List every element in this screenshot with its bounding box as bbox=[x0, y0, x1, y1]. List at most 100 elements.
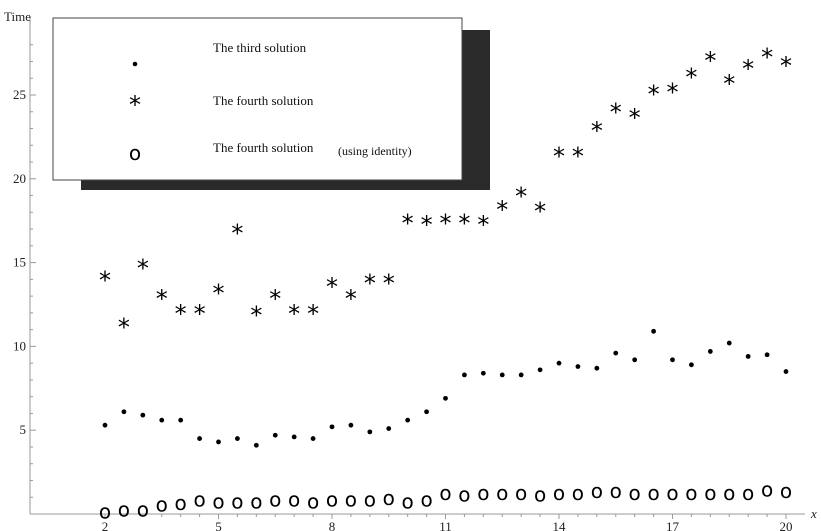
x-tick-label: 20 bbox=[780, 519, 793, 531]
data-point-dot bbox=[556, 360, 562, 366]
data-point-dot bbox=[235, 436, 240, 441]
data-point-o: o bbox=[250, 489, 262, 513]
data-point-dot bbox=[140, 412, 146, 418]
data-point-dot bbox=[216, 439, 221, 445]
series: ***** ****** ** ** ** * * * ** *** *** ** ***** * *o o o… bbox=[99, 43, 792, 523]
data-point-o: o bbox=[137, 498, 149, 522]
legend-entry-fourth-solution: The fourth solution bbox=[213, 93, 314, 108]
x-tick-label: 17 bbox=[666, 519, 680, 531]
data-point-star: * bbox=[364, 270, 376, 298]
data-point-dot bbox=[707, 349, 713, 354]
data-point-star: * bbox=[156, 285, 168, 313]
data-point-star: * bbox=[175, 300, 187, 328]
data-point-dot bbox=[310, 436, 316, 441]
data-point-dot bbox=[386, 426, 392, 431]
data-point-star: * bbox=[137, 255, 149, 283]
x-tick-label: 14 bbox=[553, 519, 567, 531]
data-point-dot bbox=[764, 352, 770, 358]
data-point-dot bbox=[272, 432, 278, 438]
y-tick-label: 20 bbox=[13, 171, 26, 186]
data-point-o: o bbox=[629, 481, 641, 505]
series-star: ***** ****** ** ** ** * * * ** *** *** ** ***** * * bbox=[99, 43, 792, 341]
data-point-o: o bbox=[761, 478, 773, 502]
y-tick-label: 25 bbox=[13, 87, 26, 102]
x-tick-label: 5 bbox=[215, 519, 222, 531]
y-axis-label: Time bbox=[4, 9, 31, 24]
data-point-star: * bbox=[345, 285, 357, 313]
data-point-star: * bbox=[231, 219, 243, 247]
x-tick-label: 11 bbox=[439, 519, 452, 531]
data-point-dot bbox=[329, 424, 335, 430]
data-point-star: * bbox=[288, 300, 300, 328]
data-point-dot bbox=[594, 365, 600, 371]
data-point-dot bbox=[537, 367, 543, 373]
data-point-o: o bbox=[99, 499, 111, 523]
data-point-o: o bbox=[610, 479, 622, 503]
data-point-star: * bbox=[629, 104, 641, 132]
data-point-o: o bbox=[666, 481, 678, 505]
data-point-dot bbox=[178, 417, 184, 423]
data-point-star: * bbox=[269, 285, 281, 313]
data-point-o: o bbox=[156, 493, 168, 517]
data-point-star: * bbox=[421, 211, 433, 239]
data-point-dot bbox=[689, 362, 694, 368]
data-point-star: * bbox=[704, 47, 716, 75]
legend-entry-third-solution: The third solution bbox=[213, 40, 307, 55]
data-point-dot bbox=[745, 354, 751, 359]
data-point-o: o bbox=[345, 488, 357, 512]
data-point-dot bbox=[291, 434, 297, 440]
data-point-o: o bbox=[477, 481, 489, 505]
data-point-o: o bbox=[458, 483, 470, 507]
data-point-star: * bbox=[572, 142, 584, 170]
data-point-o: o bbox=[515, 481, 527, 505]
data-point-o: o bbox=[591, 479, 603, 503]
data-point-star: * bbox=[213, 280, 225, 308]
y-tick-label: 15 bbox=[13, 255, 26, 270]
data-point-o: o bbox=[685, 481, 697, 505]
data-point-dot bbox=[499, 372, 505, 378]
data-point-star: * bbox=[440, 209, 452, 237]
data-point-star: * bbox=[515, 183, 527, 211]
data-point-dot bbox=[121, 409, 127, 415]
data-point-o: o bbox=[723, 481, 735, 505]
data-point-dot bbox=[632, 357, 638, 363]
data-point-star: * bbox=[553, 142, 565, 170]
data-point-star: * bbox=[780, 52, 792, 80]
data-point-star: * bbox=[250, 302, 262, 330]
data-point-star: * bbox=[534, 198, 546, 226]
data-point-dot bbox=[424, 409, 429, 415]
legend-box bbox=[52, 17, 463, 181]
data-point-o: o bbox=[704, 481, 716, 505]
data-point-dot bbox=[480, 370, 486, 376]
data-point-dot bbox=[462, 372, 467, 378]
data-point-dot bbox=[253, 442, 259, 448]
x-tick-label: 2 bbox=[102, 519, 109, 531]
legend: The third solution * The fourth solution… bbox=[52, 17, 490, 190]
data-point-star: * bbox=[99, 266, 111, 294]
data-point-star: * bbox=[194, 300, 206, 328]
x-tick-label: 8 bbox=[329, 519, 336, 531]
data-point-star: * bbox=[477, 211, 489, 239]
data-point-dot bbox=[575, 364, 581, 369]
data-point-star: * bbox=[118, 313, 130, 341]
y-tick-label: 10 bbox=[13, 338, 26, 353]
data-point-dot bbox=[197, 436, 202, 441]
data-point-dot bbox=[670, 357, 675, 363]
data-point-o: o bbox=[307, 489, 319, 513]
data-point-o: o bbox=[231, 489, 243, 513]
data-point-star: * bbox=[723, 70, 735, 98]
legend-entry-identity-note: (using identity) bbox=[338, 144, 412, 158]
data-point-dot bbox=[613, 350, 619, 356]
data-point-dot bbox=[651, 328, 656, 334]
data-point-o: o bbox=[364, 488, 376, 512]
data-point-star: * bbox=[383, 270, 395, 298]
legend-entry-fourth-solution-identity: The fourth solution bbox=[213, 140, 314, 155]
data-point-o: o bbox=[439, 481, 451, 505]
data-point-dot bbox=[783, 369, 789, 374]
data-point-star: * bbox=[458, 209, 470, 237]
data-point-star: * bbox=[667, 79, 679, 107]
series-dot bbox=[102, 328, 789, 448]
data-point-o: o bbox=[193, 488, 205, 512]
